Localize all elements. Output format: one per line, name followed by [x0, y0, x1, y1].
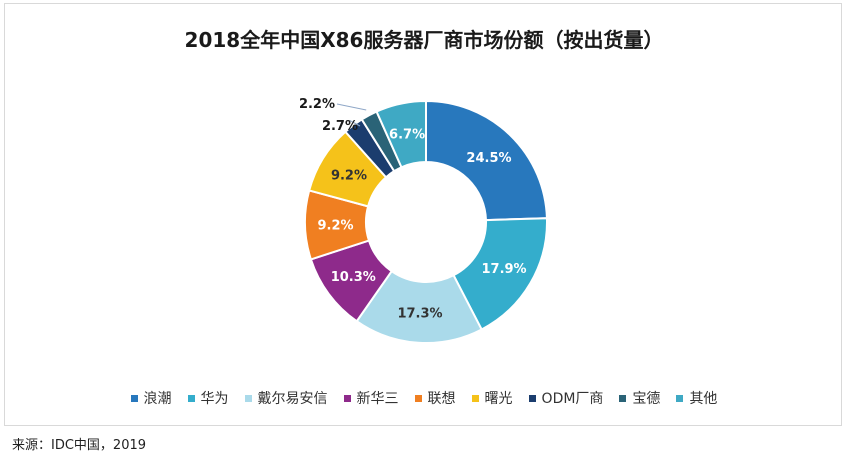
source-note: 来源：IDC中国，2019 [12, 438, 147, 453]
chart-legend: 浪潮 华为 戴尔易安信 新华三 联想 曙光 ODM厂商 宝德 其他 [5, 388, 843, 408]
slice-label-华为: 17.9% [481, 262, 526, 277]
legend-label: 浪潮 [143, 391, 172, 407]
slice-label-宝德: 2.2% [299, 97, 335, 112]
legend-swatch [130, 394, 138, 402]
legend-swatch [676, 394, 684, 402]
legend-label: 新华三 [356, 391, 399, 407]
legend-swatch [528, 394, 536, 402]
legend-swatch [187, 394, 195, 402]
slice-label-戴尔易安信: 17.3% [397, 306, 442, 321]
slice-label-曙光: 9.2% [331, 168, 367, 183]
leader-line-ODM厂商 [349, 120, 361, 127]
slice-其他 [375, 99, 427, 169]
legend-item-戴尔易安信: 戴尔易安信 [244, 388, 328, 408]
chart-frame: 2018全年中国X86服务器厂商市场份额（按出货量） 24.5% 17.9% 17.… [4, 3, 842, 426]
slice-label-其他: 6.7% [389, 127, 425, 142]
legend-swatch [619, 394, 627, 402]
legend-item-ODM厂商: ODM厂商 [528, 388, 604, 408]
legend-label: 华为 [200, 391, 229, 407]
legend-item-华为: 华为 [187, 388, 229, 408]
legend-swatch [414, 394, 422, 402]
legend-item-浪潮: 浪潮 [130, 388, 172, 408]
legend-swatch [343, 394, 351, 402]
slice-label-联想: 9.2% [317, 218, 353, 233]
legend-item-宝德: 宝德 [619, 388, 660, 408]
chart-title: 2018全年中国X86服务器厂商市场份额（按出货量） [184, 28, 664, 52]
legend-label: 戴尔易安信 [257, 391, 328, 407]
slice-label-ODM厂商: 2.7% [322, 119, 358, 134]
legend-item-其他: 其他 [676, 388, 717, 408]
slice-浪潮 [425, 99, 548, 222]
leader-line-宝德 [336, 103, 367, 111]
slice-label-新华三: 10.3% [331, 270, 376, 285]
legend-item-曙光: 曙光 [471, 388, 513, 408]
donut-chart: 24.5% 17.9% 17.3% 10.3% 9.2% 9.2% 2.7% 2.2% 6.7% [299, 97, 548, 344]
legend-label: ODM厂商 [541, 391, 604, 407]
legend-item-联想: 联想 [414, 388, 456, 408]
legend-label: 曙光 [484, 391, 513, 407]
legend-label: 其他 [689, 391, 718, 407]
legend-swatch [471, 394, 479, 402]
legend-item-新华三: 新华三 [343, 388, 399, 408]
legend-label: 宝德 [632, 391, 661, 407]
slice-label-浪潮: 24.5% [466, 151, 511, 166]
legend-label: 联想 [427, 391, 456, 407]
legend-swatch [244, 394, 252, 402]
